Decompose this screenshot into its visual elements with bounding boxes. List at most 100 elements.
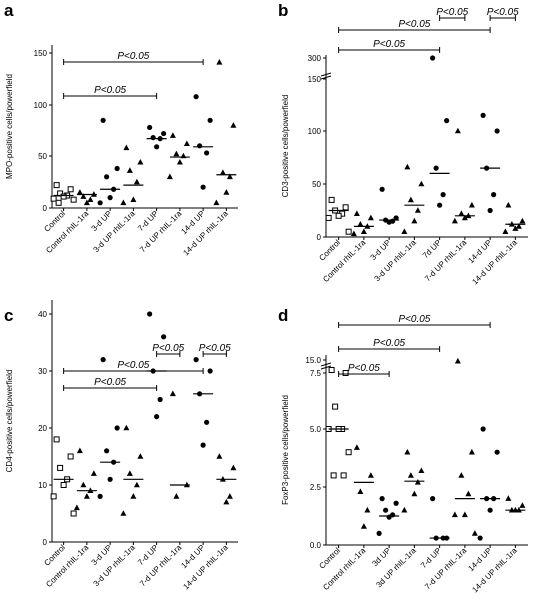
axis-break bbox=[320, 72, 332, 77]
data-point bbox=[100, 357, 106, 363]
data-point bbox=[154, 144, 160, 150]
data-point bbox=[216, 59, 223, 65]
data-point bbox=[340, 472, 347, 479]
significance-label: P<0.05 bbox=[117, 360, 149, 371]
data-point bbox=[204, 419, 210, 425]
data-point bbox=[147, 311, 153, 317]
data-point bbox=[223, 498, 230, 505]
data-point bbox=[468, 201, 475, 208]
data-point bbox=[512, 225, 519, 231]
data-point bbox=[451, 511, 458, 518]
significance-label: P<0.05 bbox=[487, 7, 519, 18]
data-point bbox=[73, 504, 80, 511]
y-tick-label: 100 bbox=[34, 101, 48, 110]
axis-break bbox=[320, 75, 332, 80]
data-point bbox=[226, 173, 233, 180]
data-point bbox=[161, 130, 167, 137]
data-point bbox=[157, 396, 163, 403]
data-point bbox=[328, 367, 335, 373]
data-point bbox=[53, 182, 60, 189]
data-point bbox=[60, 193, 67, 200]
data-point bbox=[161, 334, 167, 340]
data-point bbox=[404, 448, 411, 455]
data-point bbox=[491, 192, 497, 198]
data-point bbox=[353, 210, 360, 216]
data-point bbox=[120, 510, 127, 516]
data-point bbox=[133, 481, 140, 488]
panel-d: d FoxP3-positive cells/powerfield 0.0 2.5 5.… bbox=[278, 306, 528, 594]
data-point bbox=[137, 453, 144, 459]
panel-letter: c bbox=[4, 306, 13, 325]
data-point bbox=[169, 390, 176, 397]
data-point bbox=[173, 493, 180, 499]
data-point bbox=[379, 496, 385, 502]
data-point bbox=[342, 204, 349, 211]
x-tick-label: 14-d UP rhIL-1ra bbox=[470, 546, 519, 595]
data-point bbox=[480, 112, 486, 118]
data-point bbox=[104, 448, 110, 454]
data-point bbox=[147, 124, 153, 131]
data-point bbox=[364, 506, 371, 513]
data-point bbox=[357, 488, 364, 494]
x-tick-label: 7-d UP bbox=[419, 546, 443, 570]
data-point bbox=[80, 481, 87, 488]
data-point bbox=[519, 502, 526, 508]
data-point bbox=[133, 178, 140, 185]
data-point bbox=[328, 196, 335, 203]
data-point bbox=[411, 490, 418, 497]
x-tick-label: Control rhIL-1ra bbox=[44, 209, 90, 255]
y-tick-label: 5.0 bbox=[310, 425, 322, 434]
data-point bbox=[458, 210, 465, 216]
data-point bbox=[197, 143, 203, 149]
panel-a: a MPO-positive cells/powerfield 0 50 100 150 C… bbox=[4, 1, 238, 257]
data-point bbox=[515, 223, 522, 229]
significance-label: P<0.05 bbox=[398, 19, 430, 30]
data-point bbox=[437, 202, 443, 208]
data-point bbox=[471, 530, 478, 536]
data-point bbox=[353, 444, 360, 450]
axis-break bbox=[320, 365, 332, 370]
data-point bbox=[379, 186, 385, 192]
data-point bbox=[216, 453, 223, 459]
significance-label: P<0.05 bbox=[398, 314, 430, 325]
data-point bbox=[166, 173, 173, 180]
data-point bbox=[207, 117, 213, 123]
axis-break bbox=[320, 362, 332, 367]
data-point bbox=[519, 217, 526, 224]
data-point bbox=[83, 199, 90, 206]
y-tick-label: 50 bbox=[312, 180, 321, 189]
y-tick-label: 100 bbox=[308, 127, 322, 136]
data-point bbox=[505, 201, 512, 208]
data-point bbox=[367, 214, 374, 221]
data-point bbox=[345, 449, 352, 456]
data-point bbox=[360, 228, 367, 234]
x-tick-label: Control rhIL-1ra bbox=[44, 543, 90, 589]
data-point bbox=[461, 511, 468, 518]
data-point bbox=[114, 165, 120, 172]
data-point bbox=[494, 128, 500, 134]
data-point bbox=[404, 163, 411, 170]
y-tick-label: 0 bbox=[43, 204, 48, 213]
data-point bbox=[83, 493, 90, 499]
data-point bbox=[487, 207, 493, 214]
y-tick-label: 7.5 bbox=[310, 369, 322, 378]
data-point bbox=[50, 195, 57, 202]
data-point bbox=[90, 470, 97, 476]
data-point bbox=[67, 453, 74, 460]
data-point bbox=[383, 507, 389, 513]
x-tick-label: Control bbox=[317, 238, 342, 263]
data-point bbox=[230, 464, 237, 471]
data-point bbox=[407, 472, 414, 478]
data-point bbox=[357, 220, 364, 227]
data-point bbox=[414, 207, 421, 213]
y-tick-label: 20 bbox=[38, 424, 47, 433]
data-point bbox=[325, 214, 332, 221]
x-tick-label: 7d UP bbox=[421, 238, 443, 260]
data-point bbox=[97, 493, 103, 499]
data-point bbox=[100, 117, 106, 123]
x-tick-label: 3-d UP rhIL-1ra bbox=[92, 209, 138, 255]
data-point bbox=[87, 196, 94, 202]
data-point bbox=[386, 514, 392, 520]
data-point bbox=[126, 470, 133, 476]
